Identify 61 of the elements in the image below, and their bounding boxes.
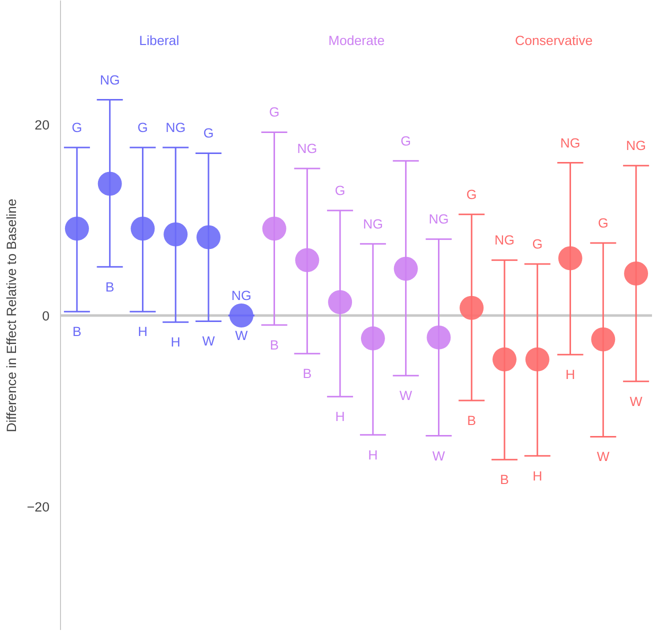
annotation: B [500, 472, 510, 488]
annotation: H [170, 334, 180, 350]
annotation: G [532, 236, 543, 252]
annotation: W [630, 394, 643, 409]
y-tick-label: 0 [42, 308, 50, 324]
y-axis-title: Difference in Effect Relative to Baseline [4, 198, 19, 432]
text: Moderate [328, 33, 385, 48]
annotation: NG [231, 288, 252, 303]
point [328, 290, 352, 314]
point [492, 347, 516, 372]
annotation: W [400, 388, 413, 404]
annotation: NG [166, 120, 186, 135]
annotation: G [138, 120, 148, 135]
annotation: G [334, 183, 346, 198]
point [460, 296, 484, 320]
annotation: G [72, 120, 82, 135]
annotation: NG [494, 232, 515, 248]
y-tick-label: −20 [26, 499, 50, 514]
annotation: W [235, 328, 248, 343]
annotation: G [269, 104, 280, 120]
annotation: B [302, 366, 312, 382]
point [295, 248, 320, 272]
point [64, 216, 89, 241]
annotation: NG [560, 135, 580, 150]
annotation: B [72, 324, 82, 340]
annotation: H [532, 468, 542, 484]
point [426, 325, 451, 350]
text: Liberal [139, 33, 180, 48]
point [130, 216, 155, 241]
point [262, 216, 286, 241]
annotation: NG [626, 138, 646, 154]
point [360, 326, 385, 350]
point [196, 225, 220, 250]
annotation: NG [362, 216, 383, 232]
annotation: G [466, 186, 477, 202]
point [558, 246, 582, 270]
text: Conservative [514, 33, 593, 48]
point [229, 304, 254, 328]
annotation: B [105, 279, 114, 294]
point [394, 256, 418, 281]
annotation: B [270, 338, 279, 353]
annotation: H [368, 447, 378, 462]
annotation: H [138, 324, 148, 340]
annotation: W [202, 334, 216, 349]
annotation: G [598, 215, 608, 230]
point [591, 327, 616, 352]
point [624, 262, 648, 286]
point [98, 172, 122, 196]
point [164, 222, 188, 246]
annotation: G [203, 126, 214, 141]
annotation: G [400, 133, 412, 148]
annotation: W [432, 448, 446, 464]
annotation: NG [100, 72, 120, 88]
point [525, 347, 550, 372]
annotation: W [596, 449, 610, 464]
annotation: B [467, 412, 476, 428]
annotation: NG [297, 141, 318, 156]
y-tick-label: 20 [34, 118, 50, 133]
annotation: NG [428, 212, 449, 227]
annotation: H [335, 409, 345, 424]
annotation: H [565, 367, 576, 382]
